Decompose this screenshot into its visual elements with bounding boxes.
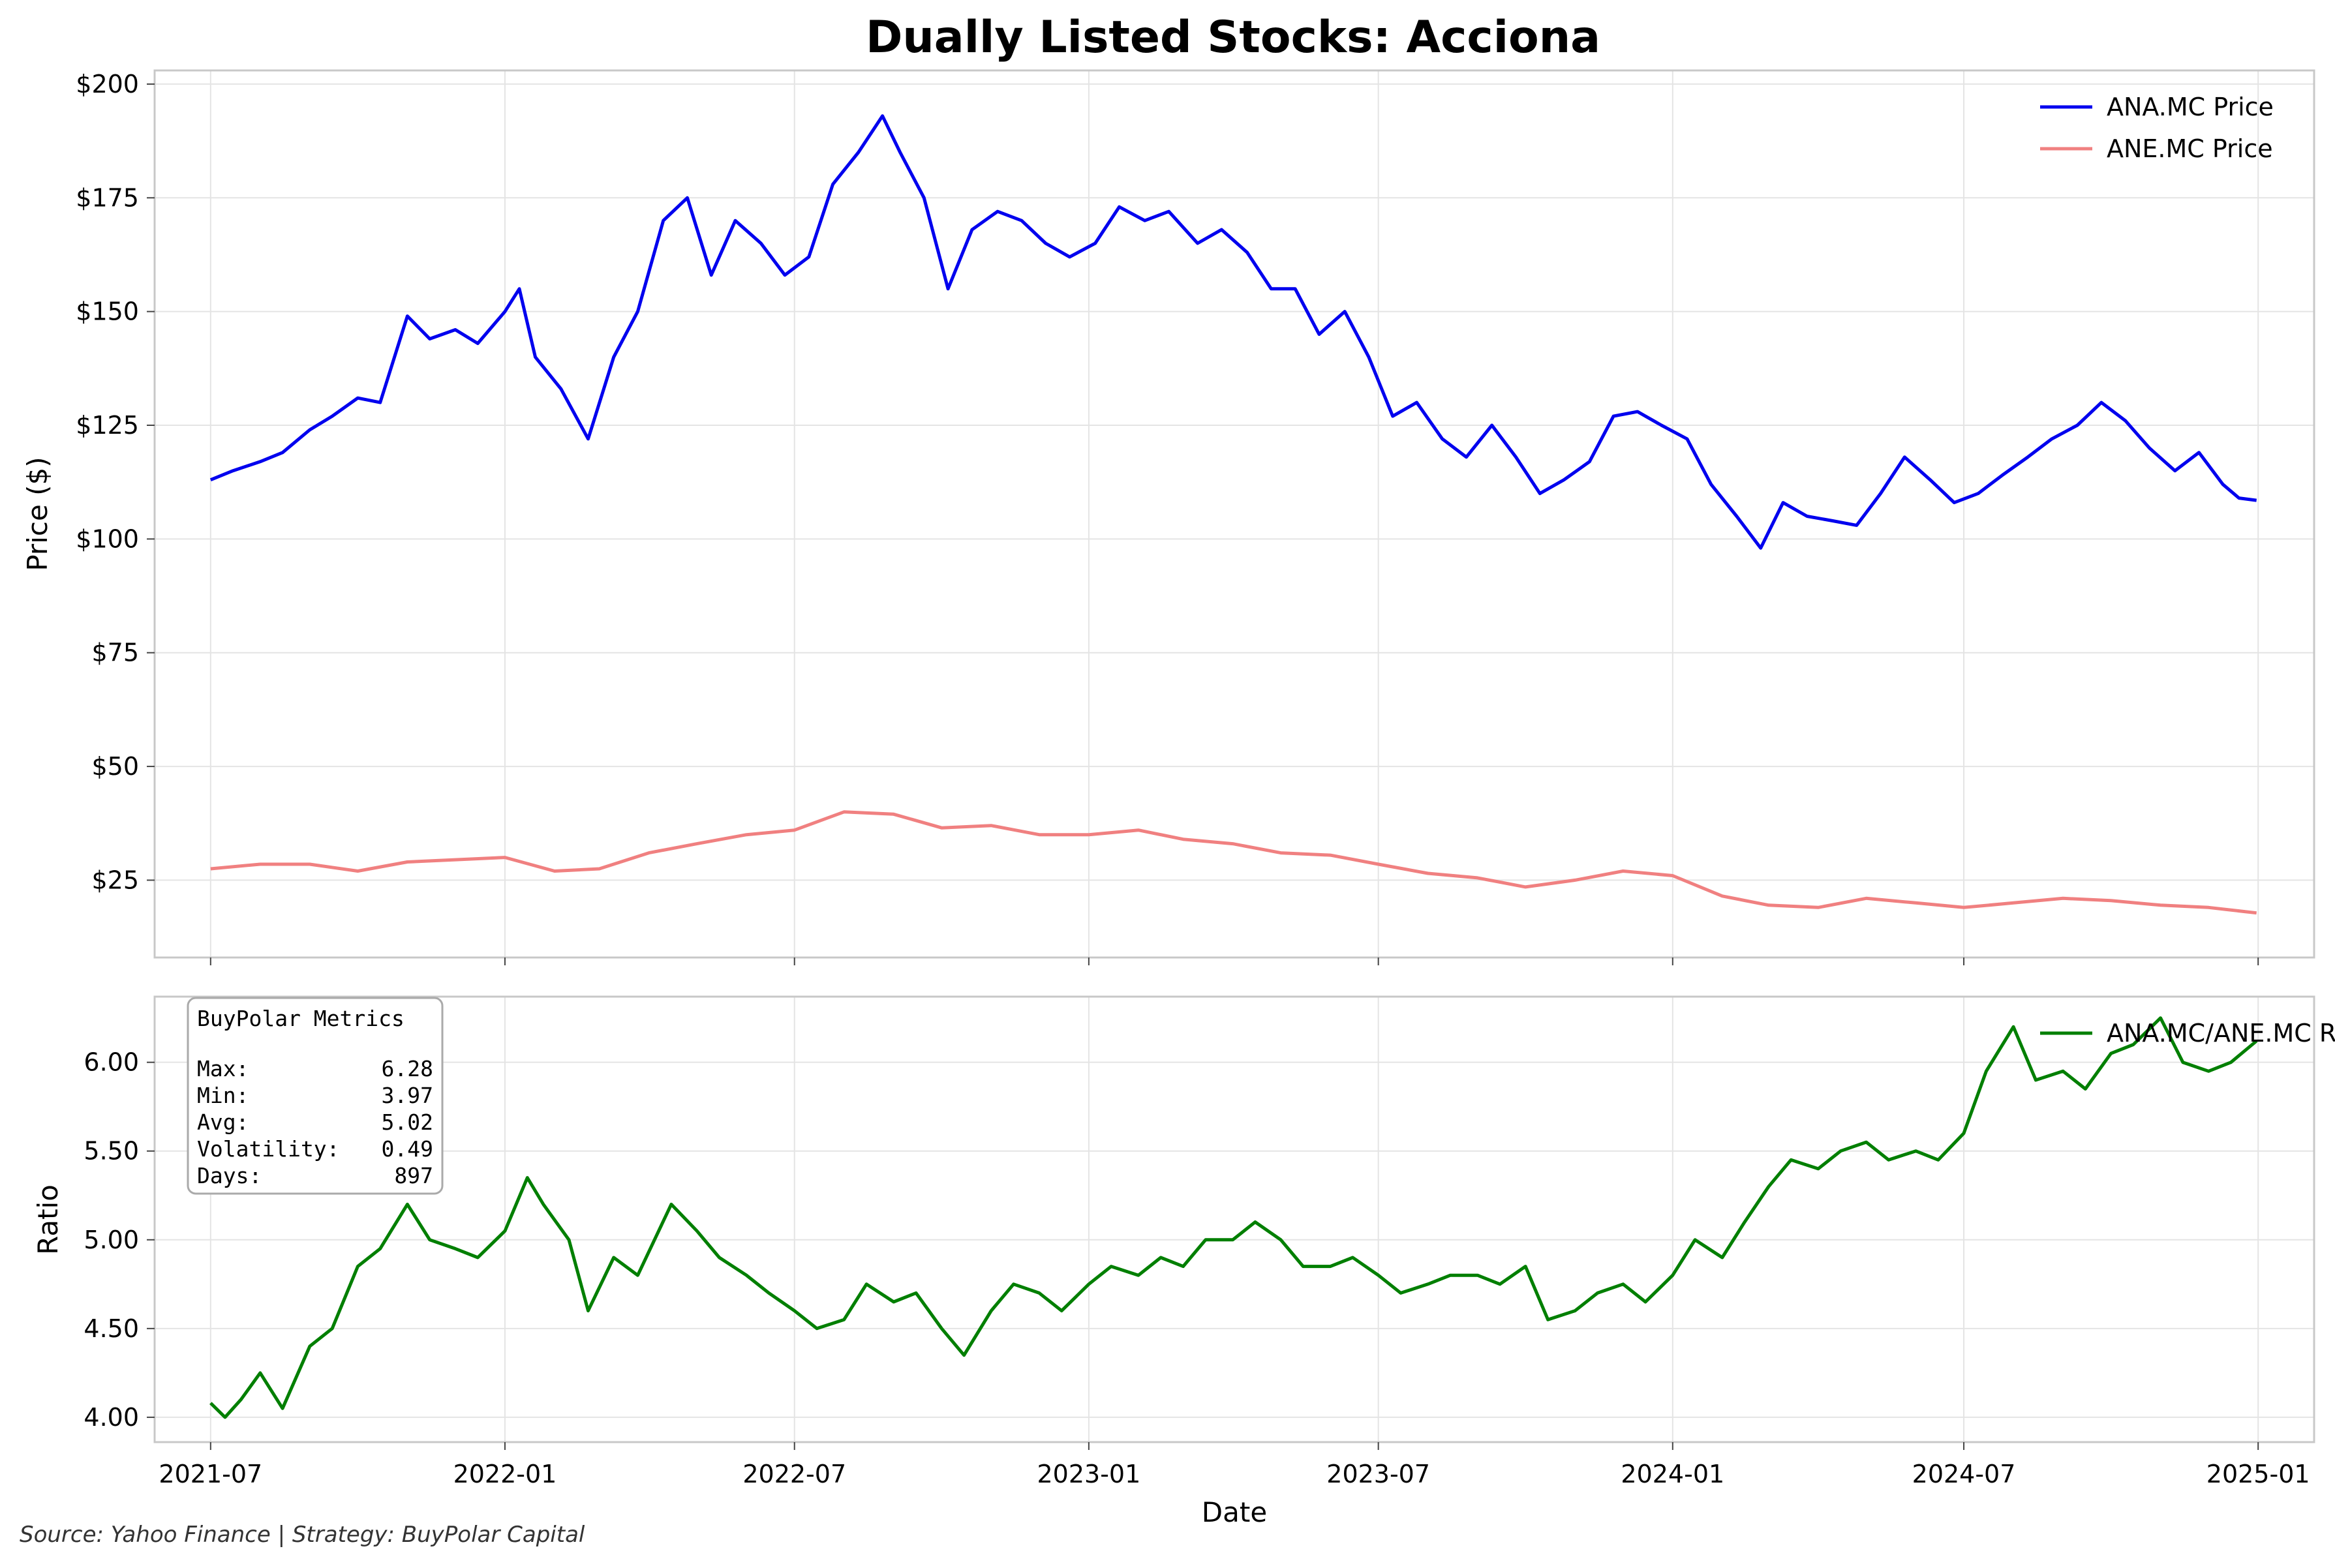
ratio-series-lines (209, 1016, 2258, 1419)
chart-title: Dually Listed Stocks: Acciona (866, 12, 1600, 63)
metrics-box: BuyPolar Metrics Max: 6.28 Min: 3.97 Avg: 5.02… (187, 997, 444, 1195)
x-axis-label: Date (1202, 1496, 1267, 1528)
x-tick-label: 2025-01 (2206, 1460, 2310, 1488)
x-tick-label: 2022-07 (742, 1460, 846, 1488)
ratio-y-axis-label: Ratio (32, 1184, 64, 1255)
ratio-x-ticks: 2021-07 2022-01 2022-07 2023-01 2023-07 2024-… (159, 1442, 2310, 1488)
price-series-lines (209, 114, 2257, 915)
series-line (209, 1016, 2258, 1419)
price-y-axis-label: Price ($) (22, 457, 53, 571)
metrics-value: 5.02 (382, 1109, 433, 1135)
ratio-legend: ANA.MC/ANE.MC Ratio (2040, 1019, 2335, 1048)
y-tick-label: $150 (76, 297, 139, 326)
y-tick-label: $75 (91, 639, 139, 667)
price-x-ticks (209, 957, 2259, 965)
y-tick-label: $100 (76, 524, 139, 553)
metrics-box-frame (187, 997, 444, 1195)
price-plot-frame (153, 69, 2315, 959)
x-tick-label: 2023-01 (1037, 1460, 1140, 1488)
ratio-plot-frame (153, 995, 2315, 1443)
source-footnote: Source: Yahoo Finance | Strategy: BuyPol… (20, 1522, 585, 1548)
legend-label: ANE.MC Price (2107, 134, 2273, 163)
y-tick-label: 6.00 (84, 1048, 139, 1077)
price-legend: ANA.MC Price ANE.MC Price (2040, 93, 2274, 163)
x-tick-label: 2022-01 (453, 1460, 557, 1488)
metrics-label: Volatility: (197, 1136, 340, 1162)
legend-label: ANA.MC Price (2107, 93, 2274, 121)
price-gridlines (155, 70, 2314, 957)
y-tick-label: $175 (76, 183, 139, 212)
metrics-value: 0.49 (382, 1136, 433, 1162)
series-line (209, 114, 2257, 550)
y-tick-label: 4.00 (84, 1403, 139, 1432)
x-tick-label: 2024-01 (1621, 1460, 1724, 1488)
x-tick-label: 2023-07 (1326, 1460, 1430, 1488)
y-tick-label: $200 (76, 70, 139, 98)
metrics-label: Min: (197, 1083, 249, 1108)
metrics-title: BuyPolar Metrics (197, 1006, 404, 1031)
legend-label: ANA.MC/ANE.MC Ratio (2107, 1019, 2335, 1048)
metrics-label: Days: (197, 1163, 262, 1188)
price-y-ticks: $25 $50 $75 $100 $125 $150 $175 $200 (76, 70, 155, 894)
y-tick-label: 4.50 (84, 1314, 139, 1343)
ratio-y-ticks: 4.00 4.50 5.00 5.50 6.00 (84, 1048, 155, 1432)
metrics-value: 3.97 (382, 1083, 433, 1108)
x-tick-label: 2024-07 (1912, 1460, 2016, 1488)
y-tick-label: 5.50 (84, 1137, 139, 1166)
y-tick-label: $25 (91, 866, 139, 894)
metrics-value: 897 (394, 1163, 433, 1188)
ratio-panel: 4.00 4.50 5.00 5.50 6.00 2021-07 2022-01 2022-… (32, 995, 2335, 1528)
series-line (210, 810, 2257, 915)
metrics-label: Max: (197, 1056, 249, 1081)
metrics-label: Avg: (197, 1109, 249, 1135)
y-tick-label: $50 (91, 752, 139, 781)
x-tick-label: 2021-07 (159, 1460, 262, 1488)
y-tick-label: $125 (76, 411, 139, 440)
metrics-value: 6.28 (382, 1056, 433, 1081)
price-panel: $25$50$75$100$125$150$175$200 Price ($) … (22, 69, 2315, 965)
y-tick-label: 5.00 (84, 1226, 139, 1254)
